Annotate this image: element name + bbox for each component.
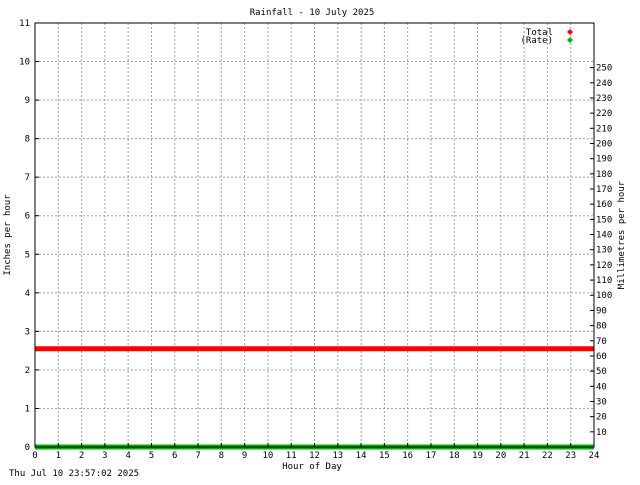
x-tick-label: 24 xyxy=(589,451,600,461)
y2-tick-label: 30 xyxy=(596,397,607,407)
y2-tick-label: 210 xyxy=(596,124,612,134)
y2-tick-label: 160 xyxy=(596,200,612,210)
y-tick-label: 10 xyxy=(19,58,30,68)
y2-tick-label: 60 xyxy=(596,352,607,362)
x-tick-label: 18 xyxy=(449,451,460,461)
legend-marker-total xyxy=(567,29,573,35)
y2-tick-label: 140 xyxy=(596,231,612,241)
x-tick-label: 0 xyxy=(32,451,37,461)
y2-tick-label: 170 xyxy=(596,185,612,195)
y2-axis-label: Millimetres per hour xyxy=(617,180,627,289)
y2-tick-label: 40 xyxy=(596,382,607,392)
legend-marker-rate xyxy=(567,37,573,43)
y2-tick-label: 250 xyxy=(596,64,612,74)
y2-tick-label: 80 xyxy=(596,322,607,332)
y-tick-label: 6 xyxy=(25,212,30,222)
y-tick-label: 5 xyxy=(25,250,30,260)
y2-tick-label: 120 xyxy=(596,261,612,271)
y2-tick-label: 20 xyxy=(596,413,607,423)
y2-tick-label: 230 xyxy=(596,94,612,104)
y2-tick-label: 50 xyxy=(596,367,607,377)
y2-tick-label: 70 xyxy=(596,337,607,347)
y-tick-label: 11 xyxy=(19,19,30,29)
y-tick-label: 1 xyxy=(25,404,30,414)
x-tick-label: 15 xyxy=(379,451,390,461)
x-tick-label: 10 xyxy=(262,451,273,461)
y2-tick-label: 130 xyxy=(596,246,612,256)
x-axis-label: Hour of Day xyxy=(282,462,342,472)
y2-tick-label: 180 xyxy=(596,170,612,180)
y2-tick-label: 240 xyxy=(596,79,612,89)
y-axis-label: Inches per hour xyxy=(3,194,13,276)
y-tick-label: 7 xyxy=(25,173,30,183)
x-tick-label: 16 xyxy=(402,451,413,461)
y2-tick-label: 200 xyxy=(596,139,612,149)
footer-timestamp: Thu Jul 10 23:57:02 2025 xyxy=(9,469,140,479)
legend-label-total: Total xyxy=(526,28,553,38)
y-tick-label: 9 xyxy=(25,96,30,106)
y-tick-label: 8 xyxy=(25,135,30,145)
y-tick-label: 2 xyxy=(25,366,30,376)
y-tick-label: 4 xyxy=(25,289,30,299)
y2-tick-label: 190 xyxy=(596,155,612,165)
y2-tick-label: 220 xyxy=(596,109,612,119)
x-tick-label: 17 xyxy=(426,451,437,461)
x-tick-label: 8 xyxy=(219,451,224,461)
x-tick-label: 19 xyxy=(472,451,483,461)
x-tick-label: 2 xyxy=(79,451,84,461)
x-tick-label: 20 xyxy=(495,451,506,461)
tick-layer: 0 1 2 3 4 5 6 7 8 9 10 11 12 13 14 15 16 17 18 19 20 21 22 23 24… xyxy=(19,19,612,461)
x-tick-label: 9 xyxy=(242,451,247,461)
x-tick-label: 1 xyxy=(56,451,61,461)
legend-label-rate: (Rate) xyxy=(520,36,553,46)
x-tick-label: 3 xyxy=(102,451,107,461)
x-tick-label: 12 xyxy=(309,451,320,461)
x-tick-label: 6 xyxy=(172,451,177,461)
x-tick-label: 22 xyxy=(542,451,553,461)
y2-tick-label: 110 xyxy=(596,276,612,286)
x-tick-label: 21 xyxy=(519,451,530,461)
y2-tick-label: 10 xyxy=(596,428,607,438)
legend: Total (Rate) xyxy=(520,28,573,46)
grid-layer xyxy=(35,23,594,447)
x-tick-label: 14 xyxy=(356,451,367,461)
chart-title: Rainfall - 10 July 2025 xyxy=(250,8,375,18)
y2-tick-label: 90 xyxy=(596,306,607,316)
x-tick-label: 23 xyxy=(565,451,576,461)
y2-tick-label: 150 xyxy=(596,215,612,225)
x-tick-label: 13 xyxy=(332,451,343,461)
y-tick-label: 0 xyxy=(25,443,30,453)
x-tick-label: 7 xyxy=(195,451,200,461)
y2-tick-label: 100 xyxy=(596,291,612,301)
x-tick-label: 11 xyxy=(286,451,297,461)
x-tick-label: 4 xyxy=(125,451,130,461)
y-tick-label: 3 xyxy=(25,327,30,337)
x-tick-label: 5 xyxy=(149,451,154,461)
